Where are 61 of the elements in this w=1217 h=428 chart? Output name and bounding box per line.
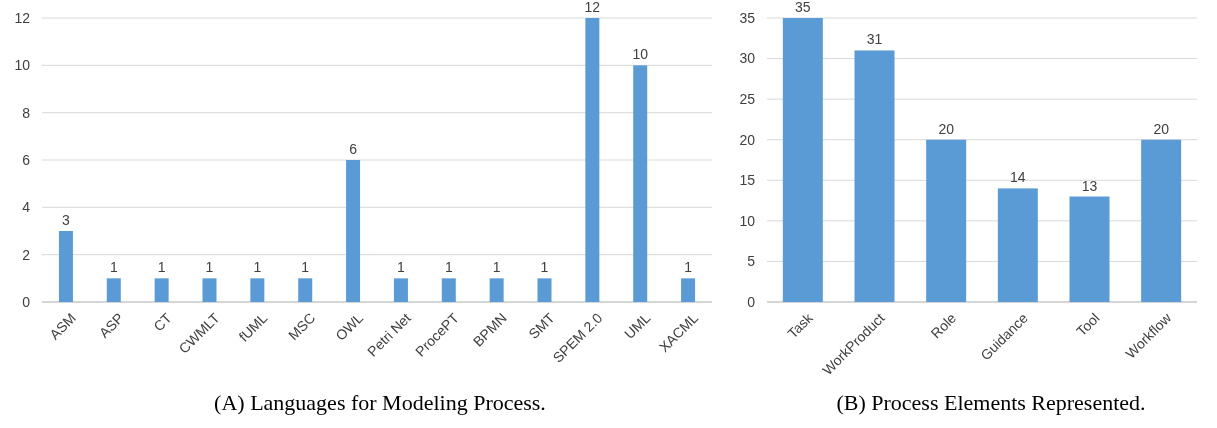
y-tick-label: 20 bbox=[739, 131, 756, 148]
bar bbox=[1141, 139, 1182, 302]
bar bbox=[854, 50, 895, 302]
bar bbox=[393, 278, 408, 302]
data-label: 6 bbox=[349, 141, 358, 157]
data-label: 35 bbox=[795, 0, 811, 15]
data-label: 1 bbox=[684, 259, 693, 276]
x-tick-label: UML bbox=[621, 309, 654, 342]
y-tick-label: 25 bbox=[739, 91, 756, 108]
bar bbox=[298, 278, 313, 302]
bar bbox=[681, 278, 696, 302]
data-label: 20 bbox=[938, 120, 955, 137]
data-label: 10 bbox=[632, 46, 649, 63]
bar bbox=[537, 278, 552, 302]
bar bbox=[154, 278, 169, 302]
y-tick-label: 4 bbox=[22, 199, 31, 216]
data-label: 1 bbox=[540, 259, 549, 276]
y-tick-label: 2 bbox=[22, 246, 31, 263]
bar bbox=[997, 188, 1038, 302]
bar bbox=[633, 65, 648, 302]
y-tick-label: 35 bbox=[739, 9, 756, 26]
bar bbox=[489, 278, 504, 302]
y-tick-label: 12 bbox=[14, 9, 31, 26]
data-label: 12 bbox=[584, 0, 601, 15]
bar bbox=[782, 18, 823, 302]
x-tick-label: Task bbox=[784, 309, 817, 342]
data-label: 14 bbox=[1010, 169, 1026, 186]
bar bbox=[926, 139, 967, 302]
data-label: 3 bbox=[62, 212, 71, 228]
bar bbox=[106, 278, 121, 302]
y-tick-label: 30 bbox=[739, 50, 756, 67]
y-tick-label: 8 bbox=[22, 104, 31, 121]
x-tick-label: Tool bbox=[1073, 309, 1103, 340]
text: (A) Languages for Modeling Process. bbox=[214, 390, 546, 415]
data-label: 20 bbox=[1153, 120, 1170, 137]
data-label: 1 bbox=[205, 259, 214, 276]
bar bbox=[346, 160, 361, 302]
x-tick-label: CT bbox=[150, 309, 175, 335]
y-tick-label: 0 bbox=[747, 293, 756, 310]
data-label: 1 bbox=[253, 259, 262, 276]
data-label: 1 bbox=[109, 259, 118, 276]
bar bbox=[202, 278, 217, 302]
y-tick-label: 5 bbox=[747, 253, 756, 270]
data-label: 1 bbox=[492, 259, 501, 276]
data-label: 31 bbox=[866, 31, 883, 48]
y-tick-label: 6 bbox=[22, 151, 31, 168]
data-label: 1 bbox=[157, 259, 166, 276]
y-tick-label: 10 bbox=[739, 212, 756, 229]
y-tick-label: 15 bbox=[739, 172, 756, 189]
y-tick-label: 10 bbox=[14, 57, 31, 74]
data-label: 1 bbox=[397, 259, 406, 276]
data-label: 1 bbox=[444, 259, 453, 276]
bar bbox=[1069, 196, 1110, 302]
text: (B) Process Elements Represented. bbox=[836, 390, 1146, 415]
bar bbox=[250, 278, 265, 302]
data-label: 13 bbox=[1081, 177, 1098, 194]
y-tick-label: 0 bbox=[22, 293, 31, 310]
data-label: 1 bbox=[301, 259, 310, 276]
bar bbox=[441, 278, 456, 302]
bar bbox=[585, 18, 600, 302]
bar bbox=[58, 231, 73, 302]
